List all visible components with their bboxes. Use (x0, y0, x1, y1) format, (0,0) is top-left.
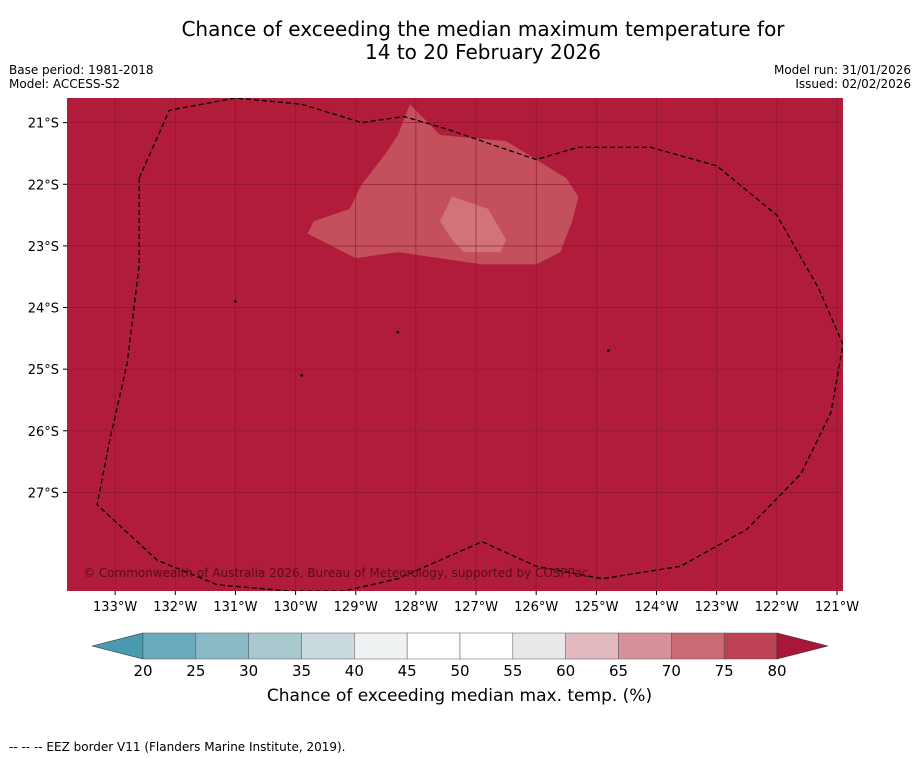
colorbar-tick-label: 20 (133, 662, 152, 680)
y-tick-label: 24°S (28, 302, 59, 317)
x-tick-label: 128°W (394, 600, 438, 615)
x-tick-label: 131°W (213, 600, 257, 615)
x-tick-label: 124°W (634, 600, 678, 615)
base-period-text: Base period: 1981-2018 (9, 63, 154, 77)
y-tick-label: 26°S (28, 425, 59, 440)
colorbar-segment-25-30 (195, 632, 249, 660)
x-tick-label: 130°W (274, 600, 318, 615)
x-tick-label: 129°W (334, 600, 378, 615)
copyright-text: © Commonwealth of Australia 2026, Bureau… (83, 566, 588, 580)
model-text: Model: ACCESS-S2 (9, 77, 121, 91)
x-tick-label: 125°W (574, 600, 618, 615)
colorbar-segment-55-60 (512, 632, 566, 660)
colorbar-segment-35-40 (301, 632, 355, 660)
x-tick-label: 121°W (815, 600, 859, 615)
colorbar-tick-label: 30 (239, 662, 258, 680)
meta-left: Base period: 1981-2018 Model: ACCESS-S2 (9, 63, 154, 91)
title-line-1: Chance of exceeding the median maximum t… (181, 17, 785, 41)
colorbar-label: Chance of exceeding median max. temp. (%… (266, 686, 653, 706)
colorbar-tick-label: 45 (398, 662, 417, 680)
x-tick-label: 127°W (454, 600, 498, 615)
colorbar-tick-label: 55 (503, 662, 522, 680)
colorbar-segment-45-50 (406, 632, 461, 660)
contour-65-70-region (440, 196, 507, 253)
island-marker (234, 300, 237, 303)
colorbar-segment-60-65 (565, 632, 619, 660)
x-tick-label: 133°W (93, 600, 137, 615)
colorbar-segment-50-55 (459, 632, 514, 660)
colorbar-extend-high (776, 632, 829, 660)
x-tick-label: 122°W (755, 600, 799, 615)
colorbar-tick-label: 75 (715, 662, 734, 680)
colorbar-segment-75-80 (723, 632, 778, 660)
meta-right: Model run: 31/01/2026 Issued: 02/02/2026 (774, 63, 911, 91)
colorbar-tick-label: 60 (556, 662, 575, 680)
x-tick-label: 132°W (153, 600, 197, 615)
issued-text: Issued: 02/02/2026 (795, 77, 911, 91)
colorbar-tick-label: 40 (345, 662, 364, 680)
y-tick-label: 22°S (28, 178, 59, 193)
colorbar-tick-label: 35 (292, 662, 311, 680)
island-marker (300, 374, 303, 377)
colorbar-tick-label: 65 (609, 662, 628, 680)
title-line-2: 14 to 20 February 2026 (365, 40, 601, 64)
model-run-text: Model run: 31/01/2026 (773, 63, 911, 77)
chart-title: Chance of exceeding the median maximum t… (0, 18, 919, 64)
colorbar-tick-label: 50 (450, 662, 469, 680)
x-tick-label: 126°W (514, 600, 558, 615)
y-tick-label: 23°S (28, 240, 59, 255)
island-marker (396, 330, 400, 334)
x-tick-label: 123°W (695, 600, 739, 615)
eez-border-line (96, 98, 843, 591)
colorbar-tick-label: 25 (186, 662, 205, 680)
island-marker (607, 349, 610, 352)
colorbar-segment-40-45 (354, 632, 408, 660)
colorbar-tick-label: 80 (767, 662, 786, 680)
y-tick-label: 21°S (28, 117, 59, 132)
colorbar-tick-label: 70 (662, 662, 681, 680)
colorbar-segment-65-70 (618, 632, 672, 660)
eez-footnote: -- -- -- EEZ border V11 (Flanders Marine… (9, 740, 346, 754)
y-tick-label: 25°S (28, 363, 59, 378)
colorbar-segment-20-25 (142, 632, 197, 660)
colorbar-segment-70-75 (671, 632, 725, 660)
y-tick-label: 27°S (28, 486, 59, 501)
colorbar-segment-30-35 (248, 632, 302, 660)
colorbar-extend-low (91, 632, 144, 660)
